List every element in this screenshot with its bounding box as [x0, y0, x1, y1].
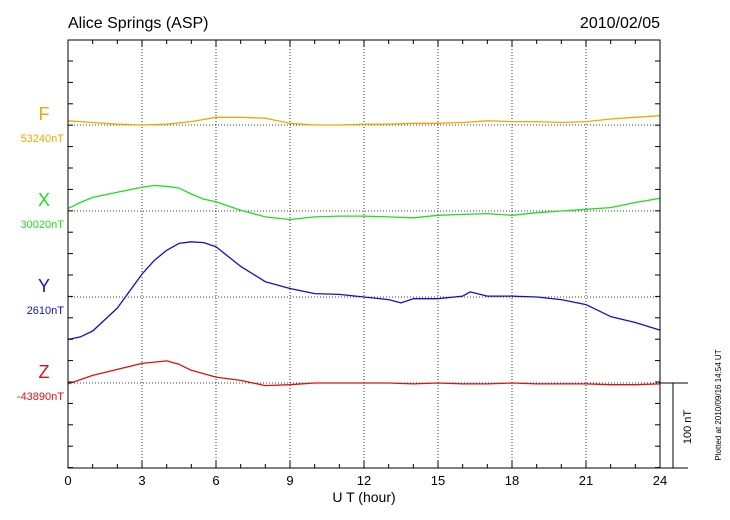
x-tick-label: 3 — [138, 473, 145, 488]
series-baseline-z: -43890nT — [17, 391, 64, 403]
series-labels: F 53240nT X 30020nT Y 2610nT Z -43890nT — [17, 104, 64, 403]
series-baseline-f: 53240nT — [21, 133, 65, 145]
x-tick-label: 15 — [431, 473, 445, 488]
series-line-f — [67, 115, 661, 126]
series-line-y — [67, 241, 661, 341]
chart-title: Alice Springs (ASP) — [68, 15, 209, 32]
x-tick-label: 9 — [286, 473, 293, 488]
x-tick-label: 0 — [64, 473, 71, 488]
x-tick-label: 6 — [212, 473, 219, 488]
plotted-note: Plotted at 2010/09/16 14:54 UT — [714, 349, 723, 460]
series-line-x — [67, 184, 661, 221]
x-tick-label: 18 — [505, 473, 519, 488]
chart-date: 2010/02/05 — [580, 15, 660, 32]
axis-ticks: 0 3 6 9 12 15 18 21 24 — [64, 40, 667, 488]
scale-bar: 100 nT — [660, 382, 694, 469]
series-line-z — [67, 360, 661, 387]
series-name-x: X — [38, 190, 50, 210]
series-name-y: Y — [38, 276, 50, 296]
scale-bar-label: 100 nT — [682, 410, 694, 445]
series-baseline-x: 30020nT — [21, 219, 65, 231]
x-tick-label: 12 — [357, 473, 371, 488]
series-baseline-y: 2610nT — [27, 305, 65, 317]
x-tick-label: 24 — [653, 473, 667, 488]
series-name-z: Z — [39, 362, 50, 382]
x-tick-label: 21 — [579, 473, 593, 488]
series-name-f: F — [39, 104, 50, 124]
series-lines — [67, 115, 661, 387]
x-axis-label: U T (hour) — [332, 489, 395, 505]
